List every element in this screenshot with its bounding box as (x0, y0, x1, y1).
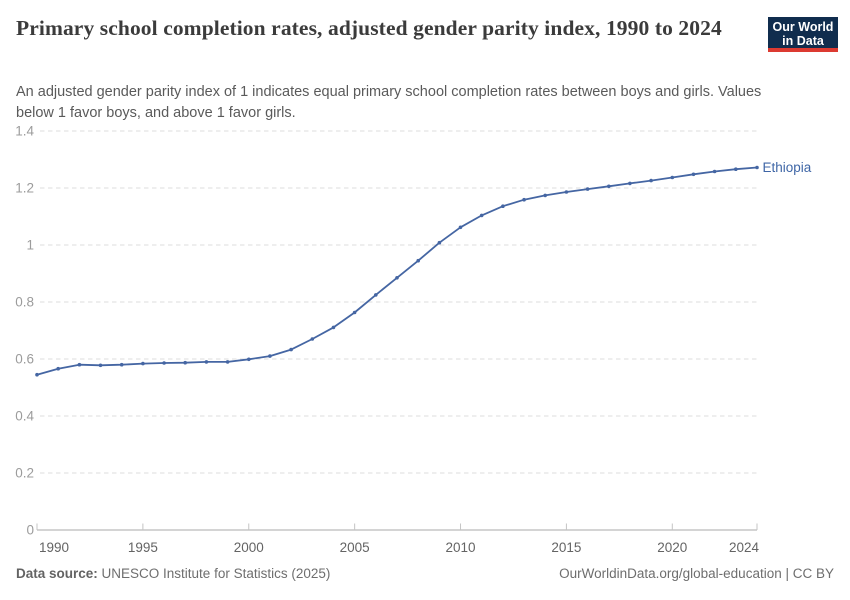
data-point[interactable] (501, 204, 505, 208)
data-point[interactable] (331, 325, 336, 330)
data-point[interactable] (670, 175, 675, 180)
data-point[interactable] (35, 372, 39, 377)
owid-citation-link[interactable]: OurWorldinData.org/global-education | CC… (559, 566, 834, 581)
y-axis-tick-label: 0.6 (15, 352, 34, 367)
data-point[interactable] (755, 165, 759, 170)
data-point[interactable] (543, 193, 547, 198)
y-axis-tick-label: 1.4 (15, 124, 34, 139)
data-point[interactable] (141, 361, 145, 366)
data-point[interactable] (374, 293, 378, 297)
y-axis-tick-label: 1.2 (15, 181, 34, 196)
data-point[interactable] (734, 167, 738, 171)
data-point[interactable] (310, 337, 315, 341)
y-axis-tick-label: 0.4 (15, 409, 34, 424)
data-point[interactable] (352, 310, 357, 315)
data-point[interactable] (247, 357, 251, 362)
chart-footer: Data source: UNESCO Institute for Statis… (16, 566, 834, 581)
data-point[interactable] (268, 354, 272, 358)
x-axis-tick-label: 2020 (657, 540, 687, 555)
data-point[interactable] (564, 190, 569, 194)
data-point[interactable] (437, 240, 442, 245)
owid-logo[interactable]: Our World in Data (768, 17, 838, 52)
data-point[interactable] (289, 347, 293, 352)
data-point[interactable] (119, 362, 124, 367)
data-point[interactable] (98, 363, 103, 368)
page-title: Primary school completion rates, adjuste… (16, 16, 722, 40)
data-source: Data source: UNESCO Institute for Statis… (16, 566, 330, 581)
data-point[interactable] (522, 197, 526, 202)
x-axis-tick-label: 2010 (446, 540, 476, 555)
y-axis-tick-label: 0.8 (15, 295, 34, 310)
owid-logo-line1: Our World (772, 19, 834, 34)
data-point[interactable] (607, 184, 611, 189)
data-point[interactable] (162, 361, 166, 365)
data-point[interactable] (479, 213, 484, 218)
data-point[interactable] (585, 187, 590, 191)
chart-subtitle: An adjusted gender parity index of 1 ind… (16, 84, 762, 121)
x-axis-tick-label: 2000 (234, 540, 264, 555)
x-axis-tick-label: 2005 (340, 540, 370, 555)
data-point[interactable] (458, 225, 463, 230)
data-point[interactable] (691, 172, 696, 177)
data-point[interactable] (712, 169, 717, 174)
series-label-ethiopia[interactable]: Ethiopia (763, 160, 812, 175)
data-point[interactable] (395, 276, 399, 280)
owid-logo-line2: in Data (782, 33, 824, 48)
data-source-label: Data source: (16, 566, 98, 581)
data-point[interactable] (183, 360, 187, 365)
data-point[interactable] (204, 360, 209, 364)
y-axis-tick-label: 0 (26, 523, 34, 538)
series-line-ethiopia[interactable] (36, 166, 758, 376)
data-point[interactable] (56, 366, 60, 371)
data-point[interactable] (628, 181, 632, 186)
x-axis-tick-label: 1990 (39, 540, 69, 555)
data-source-value: UNESCO Institute for Statistics (2025) (97, 566, 331, 581)
x-axis-tick-label: 2024 (729, 540, 760, 555)
y-axis-tick-label: 1 (26, 238, 34, 253)
x-axis-tick-label: 1995 (128, 540, 158, 555)
data-point[interactable] (649, 178, 653, 183)
y-axis-tick-label: 0.2 (15, 466, 34, 481)
data-point[interactable] (416, 258, 421, 263)
data-point[interactable] (225, 360, 230, 364)
x-axis-tick-label: 2015 (551, 540, 581, 555)
data-point[interactable] (77, 362, 82, 367)
